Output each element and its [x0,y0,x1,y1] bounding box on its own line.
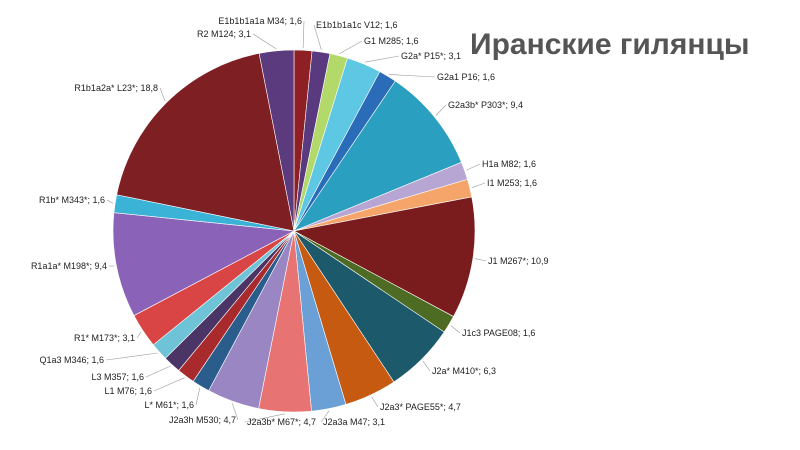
leader-line [388,74,436,78]
slice-label: I1 M253; 1,6 [487,178,537,188]
leader-line [313,24,322,51]
leader-line [422,360,431,372]
leader-line [435,104,447,116]
leader-line [302,20,305,49]
slice-label: G1 M285; 1,6 [364,36,419,46]
slice-label: E1b1b1a1a M34; 1,6 [218,16,302,26]
pie-slice [293,196,476,317]
slice-label: E1b1b1a1c V12; 1,6 [316,20,398,30]
pie-labels: E1b1b1a1a M34; 1,6 E1b1b1a1c V12; 1,6 G1 M… [31,16,549,427]
leader-line [195,387,201,406]
leader-line [320,410,330,423]
slice-label: J2a3a M47; 3,1 [323,417,385,427]
slice-label: R1b1a2a* L23*; 18,8 [74,83,158,93]
leader-line [145,365,171,378]
slice-label: J2a3h M530; 4,7 [169,415,236,425]
slice-label: J2a3b* M67*; 4,7 [247,417,316,427]
leader-line [153,377,185,392]
leader-line [450,325,461,334]
leader-line [232,403,239,421]
slice-label: H1a M82; 1,6 [482,159,536,169]
leader-line [105,352,158,361]
leader-line [252,33,277,50]
slice-label: G2a* P15*; 3,1 [401,51,461,61]
chart-title: Иранские гилянцы [470,28,750,61]
pie-slices [112,49,476,413]
leader-line [466,163,481,171]
slice-label: G2a3b* P303*; 9,4 [448,100,523,110]
leader-line [106,199,114,204]
slice-label: G2a1 P16; 1,6 [437,72,495,82]
slice-label: R2 M124; 3,1 [197,29,251,39]
pie-leader-lines [105,20,487,423]
leader-line [474,258,487,262]
leader-line [136,331,142,339]
leader-line [371,396,379,408]
pie-slice [258,49,295,232]
slice-label: R1b* M343*; 1,6 [39,195,105,205]
pie-slice [112,212,296,316]
slice-label: J1c3 PAGE08; 1,6 [462,328,535,338]
pie-slice [116,53,295,232]
slice-label: L* M61*; 1,6 [144,400,194,410]
slice-label: J2a* M410*; 6,3 [432,366,496,376]
leader-line [364,55,400,63]
leader-line [471,182,486,188]
slice-label: L1 M76; 1,6 [104,386,152,396]
slice-label: R1* M173*; 3,1 [74,333,135,343]
pie-slice [293,80,462,232]
slice-label: L3 M357; 1,6 [91,372,144,382]
slice-label: Q1a3 M346; 1,6 [39,355,104,365]
slice-label: J1 M267*; 10,9 [488,256,549,266]
leader-line [339,40,363,54]
leader-line [244,413,285,423]
slice-label: J2a3* PAGE55*; 4,7 [380,402,461,412]
slice-label: R1a1a* M198*; 9,4 [31,261,107,271]
leader-line [159,87,166,102]
